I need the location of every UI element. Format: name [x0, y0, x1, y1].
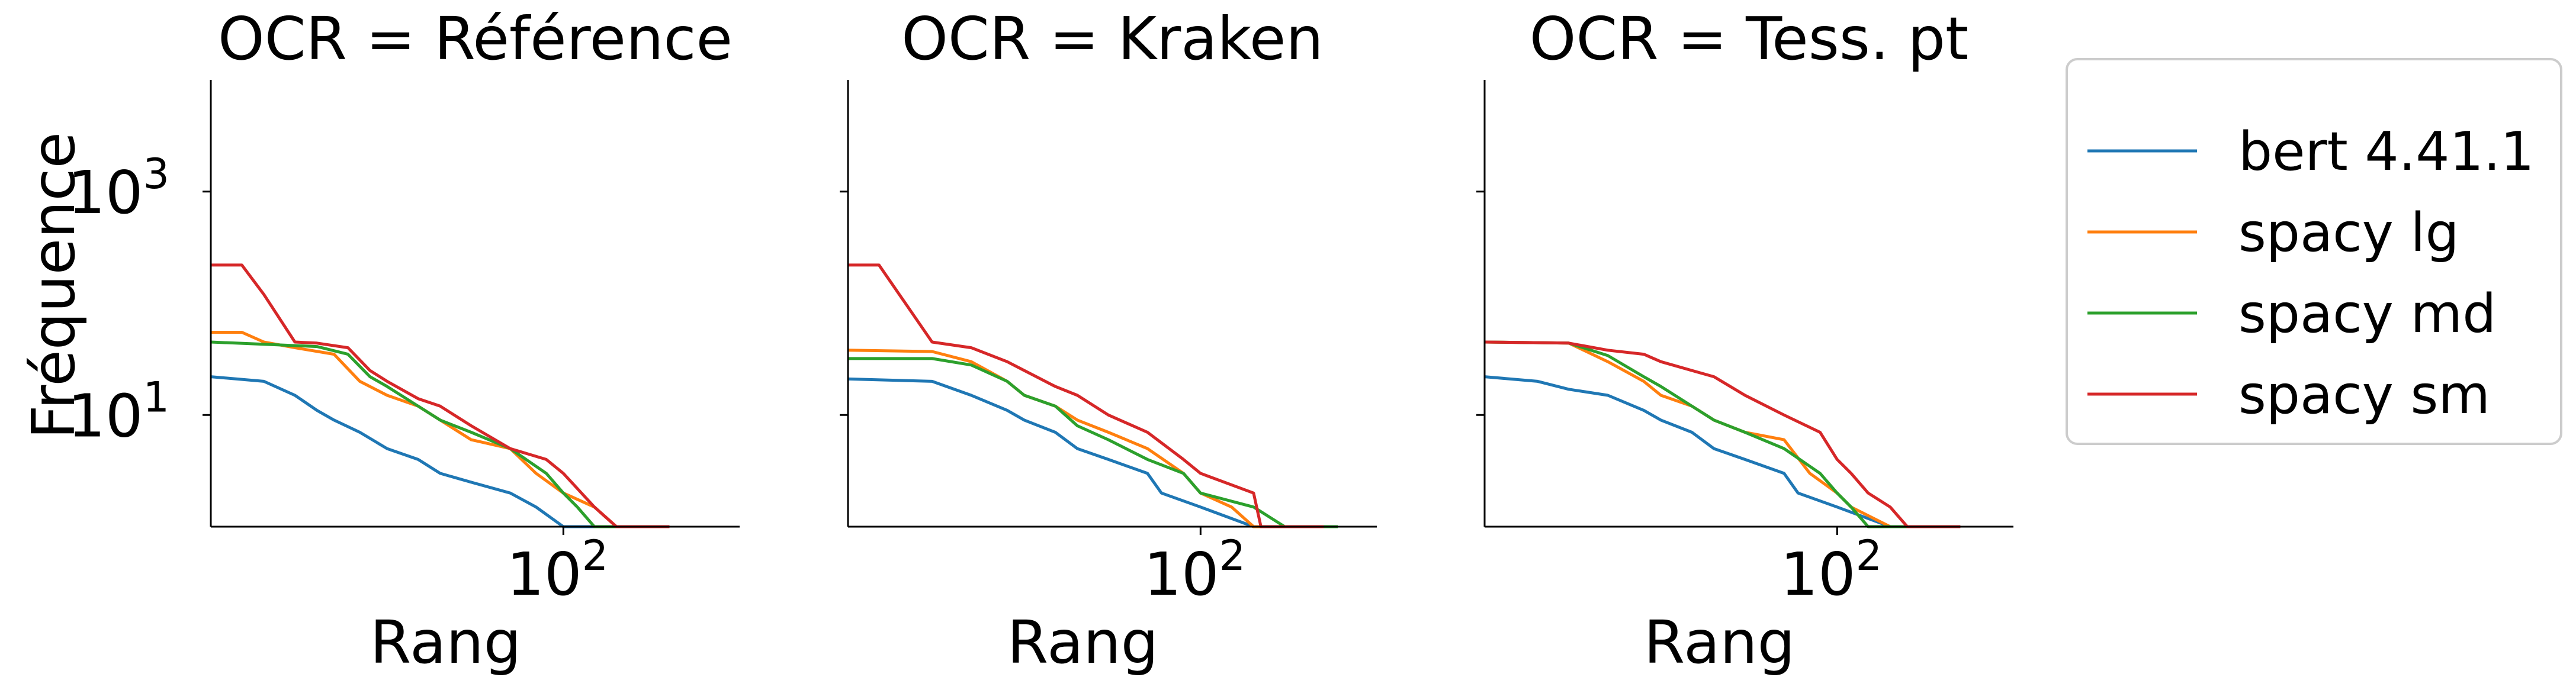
series-line-spacy-md [210, 340, 670, 528]
x-tick-label: 102 [1780, 531, 1882, 609]
x-axis-label: Rang [1007, 608, 1158, 677]
series-line-spacy-lg [211, 331, 670, 528]
series-line-spacy-sm [1484, 340, 1961, 528]
chart-title: OCR = Tess. pt [1530, 4, 1968, 73]
legend-label: spacy sm [2238, 364, 2490, 426]
chart-panels: OCR = Référence102103101RangFréquenceOCR… [19, 4, 2013, 677]
legend-frame [2066, 58, 2562, 445]
legend-entry: spacy lg [2087, 202, 2459, 264]
series-line-spacy-md [1484, 340, 1952, 528]
x-tick-label: 102 [506, 531, 608, 609]
series-line-spacy-sm [848, 263, 1324, 528]
series-line-bert-4-41-1 [210, 375, 648, 528]
x-axis-label: Rang [1644, 608, 1795, 677]
x-tick-label: 102 [1144, 531, 1245, 609]
chart-panel-1: OCR = Référence 102 103 101 Rang Fréquence [19, 4, 740, 677]
legend-entry: spacy sm [2087, 364, 2490, 426]
series-line-spacy-sm [211, 263, 670, 528]
legend-entry: bert 4.41.1 [2087, 121, 2535, 183]
legend-label: spacy md [2238, 283, 2496, 345]
series-line-bert-4-41-1 [1484, 375, 1944, 528]
chart-legend: bert 4.41.1 spacy lg spacy md spacy sm [2066, 58, 2562, 445]
chart-title: OCR = Kraken [901, 4, 1324, 73]
legend-label: bert 4.41.1 [2238, 121, 2535, 183]
series-line-spacy-md [848, 357, 1338, 528]
y-tick-label: 103 [68, 150, 169, 227]
legend-label: spacy lg [2238, 202, 2459, 264]
legend-entry: spacy md [2087, 283, 2496, 345]
series-line-spacy-lg [847, 349, 1338, 528]
y-axis-label: Fréquence [19, 132, 88, 439]
y-tick-label: 101 [68, 373, 169, 450]
chart-title: OCR = Référence [218, 4, 733, 73]
x-axis-label: Rang [370, 608, 521, 677]
series-line-spacy-lg [1484, 340, 1952, 528]
series-line-bert-4-41-1 [847, 377, 1307, 528]
